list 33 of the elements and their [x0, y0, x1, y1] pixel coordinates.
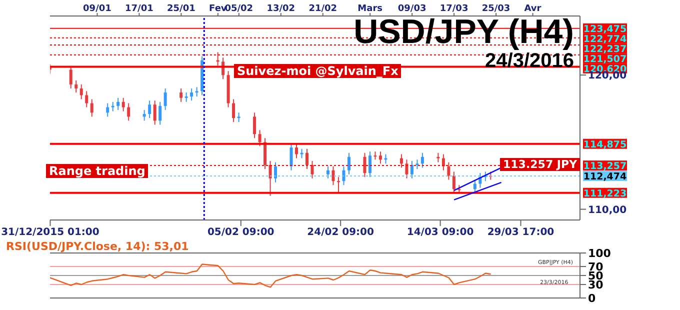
- ref-line-label: 123,475: [583, 24, 627, 35]
- x-tick-label: 29/03 17:00: [487, 227, 554, 238]
- x2-tick-label: 09/03: [398, 4, 426, 14]
- ref-line-label: 121,507: [583, 54, 627, 65]
- ref-line-label: 111,223: [583, 188, 627, 200]
- x2-tick-label: 25/03: [482, 4, 510, 14]
- x-tick-label: 14/03 09:00: [406, 227, 474, 238]
- y-tick-label: 110,00: [588, 204, 627, 216]
- x2-tick-label: 25/01: [167, 4, 196, 14]
- y-tick-label: 100: [588, 246, 612, 260]
- x-tick-label: 24/02 09:00: [307, 227, 374, 238]
- ref-line-label: 112,474: [583, 172, 628, 183]
- x2-tick-label: Avr: [524, 4, 542, 14]
- x-tick-label: 05/02 09:00: [207, 227, 274, 238]
- ref-line-label: 122,774: [583, 34, 628, 45]
- annotation: Range trading: [46, 164, 148, 178]
- chart-title: RSI(USD/JPY.Close, 14): 53,01: [6, 240, 189, 253]
- x2-tick-label: 17/01: [125, 4, 154, 14]
- ref-line-label: 114,875: [583, 139, 627, 150]
- x2-tick-label: 09/01: [83, 4, 112, 14]
- x-tick-label: 31/12/2015 01:00: [1, 227, 100, 238]
- ref-line-label: 113,257: [583, 161, 627, 172]
- annotation: Suivez-moi @Sylvain_Fx: [234, 64, 402, 78]
- x2-tick-label: 13/02: [266, 4, 296, 14]
- ref-line-label: 120,620: [583, 64, 628, 75]
- x2-tick-label: 21/02: [308, 4, 338, 14]
- ref-line-label: 122,237: [583, 44, 627, 55]
- x2-tick-label: Mars: [358, 4, 383, 14]
- x2-tick-label: 05/02: [224, 4, 254, 14]
- annotation: 113.257 JPY: [500, 158, 580, 171]
- x2-tick-label: 17/03: [440, 4, 468, 14]
- y-tick-label: 0: [588, 292, 596, 305]
- x2-tick-label: Fev: [209, 4, 227, 14]
